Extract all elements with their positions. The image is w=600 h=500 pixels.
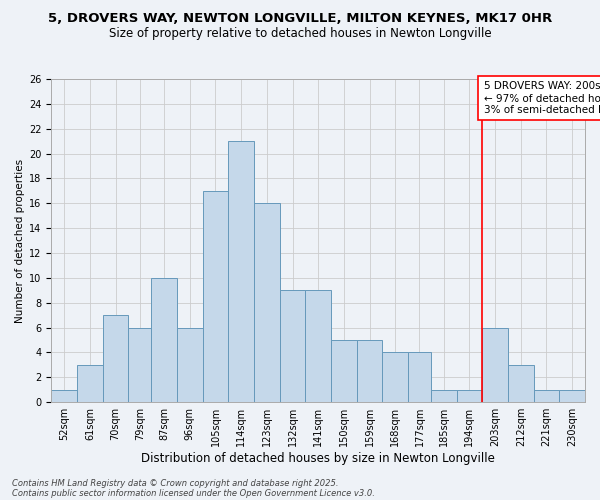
Text: Contains public sector information licensed under the Open Government Licence v3: Contains public sector information licen… (12, 488, 375, 498)
Bar (77, 365, 103, 402)
Bar (52, 390, 77, 402)
Bar (128, 328, 151, 402)
Bar (408, 352, 431, 402)
Bar (482, 328, 508, 402)
Bar (559, 390, 585, 402)
Bar (508, 365, 533, 402)
Y-axis label: Number of detached properties: Number of detached properties (15, 158, 25, 322)
Bar (533, 390, 559, 402)
Bar (357, 340, 382, 402)
Text: Size of property relative to detached houses in Newton Longville: Size of property relative to detached ho… (109, 28, 491, 40)
Bar (305, 290, 331, 402)
Bar (382, 352, 408, 402)
Bar (331, 340, 357, 402)
Bar (103, 315, 128, 402)
Bar (203, 191, 229, 402)
Bar (151, 278, 177, 402)
Bar (229, 141, 254, 402)
Text: 5, DROVERS WAY, NEWTON LONGVILLE, MILTON KEYNES, MK17 0HR: 5, DROVERS WAY, NEWTON LONGVILLE, MILTON… (48, 12, 552, 26)
Bar (280, 290, 305, 402)
X-axis label: Distribution of detached houses by size in Newton Longville: Distribution of detached houses by size … (141, 452, 495, 465)
Text: Contains HM Land Registry data © Crown copyright and database right 2025.: Contains HM Land Registry data © Crown c… (12, 478, 338, 488)
Bar (457, 390, 482, 402)
Text: 5 DROVERS WAY: 200sqm
← 97% of detached houses are smaller (122)
3% of semi-deta: 5 DROVERS WAY: 200sqm ← 97% of detached … (484, 82, 600, 114)
Bar (431, 390, 457, 402)
Bar (254, 204, 280, 402)
Bar (177, 328, 203, 402)
